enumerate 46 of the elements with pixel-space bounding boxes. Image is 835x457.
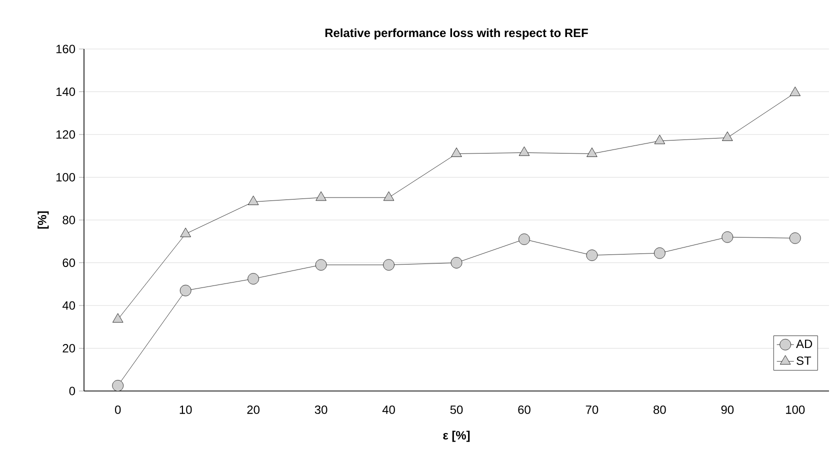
point	[451, 148, 462, 157]
x-tick-label: 80	[654, 405, 666, 414]
point	[383, 259, 394, 271]
y-tick-label: 120	[56, 130, 76, 139]
x-tick-label: 90	[721, 405, 734, 414]
point	[518, 146, 530, 156]
x-tick-label: 50	[450, 405, 463, 414]
point	[248, 196, 259, 206]
point	[112, 380, 124, 392]
point	[722, 231, 734, 243]
y-tick-label: 60	[62, 258, 76, 267]
point	[586, 148, 598, 157]
y-tick-label: 160	[56, 44, 76, 54]
point	[790, 86, 801, 96]
point	[383, 191, 394, 201]
point	[180, 228, 191, 238]
x-axis-title: ε [%]	[443, 430, 470, 442]
x-tick-label: 20	[247, 405, 260, 414]
legend-label: AD	[796, 340, 812, 348]
legend-label: ST	[796, 356, 812, 365]
point	[248, 273, 259, 284]
point	[654, 247, 666, 259]
point	[450, 257, 462, 268]
x-tick-label: 70	[586, 405, 598, 414]
x-tick-label: 100	[786, 405, 805, 414]
point	[789, 232, 801, 244]
point	[180, 284, 192, 296]
y-tick-label: 40	[62, 301, 76, 310]
x-tick-label: 0	[115, 405, 121, 414]
x-tick-label: 60	[518, 405, 530, 414]
point	[654, 134, 666, 144]
y-tick-label: 80	[62, 216, 76, 224]
point	[586, 250, 598, 261]
y-tick-label: 140	[56, 88, 76, 96]
point	[316, 191, 326, 201]
chart-title: Relative performance loss with respect to REF	[325, 28, 588, 40]
x-tick-label: 30	[314, 405, 328, 414]
point	[315, 259, 327, 271]
y-axis-title: [%]	[38, 211, 49, 229]
x-tick-label: 10	[180, 405, 192, 414]
y-tick-label: 0	[69, 386, 76, 396]
y-tick-label: 100	[56, 173, 76, 182]
point	[518, 234, 530, 245]
x-tick-label: 40	[382, 405, 395, 414]
point	[722, 132, 733, 141]
y-tick-label: 20	[62, 344, 76, 352]
